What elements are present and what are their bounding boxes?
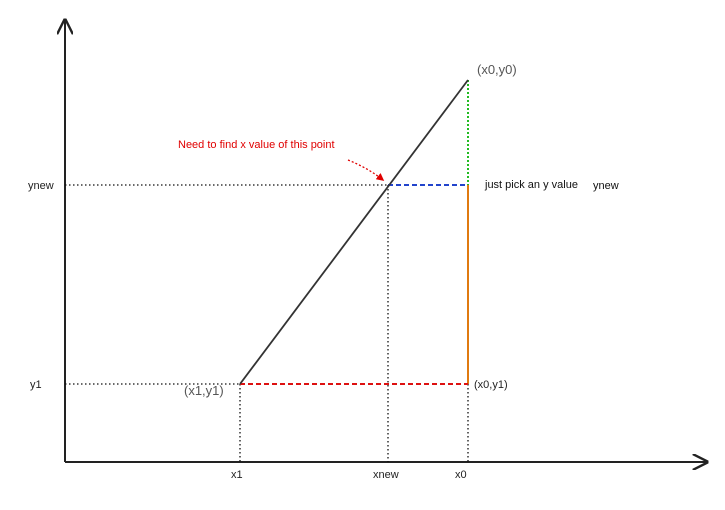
x0-axis-label: x0	[455, 469, 467, 481]
annotation-arrow	[347, 159, 385, 181]
point-x1y1-label: (x1,y1)	[184, 383, 224, 398]
interpolation-line	[239, 79, 469, 385]
find-x-note: Need to find x value of this point	[178, 139, 335, 151]
pick-ynew-label: ynew	[593, 180, 619, 192]
x1-axis-label: x1	[231, 469, 243, 481]
ynew-axis-label: ynew	[28, 180, 54, 192]
y1-axis-label: y1	[30, 379, 42, 391]
xnew-axis-label: xnew	[373, 469, 399, 481]
point-x0y1-label: (x0,y1)	[474, 379, 508, 391]
pick-note: just pick an y value	[484, 179, 578, 191]
point-x0y0-label: (x0,y0)	[477, 62, 517, 77]
